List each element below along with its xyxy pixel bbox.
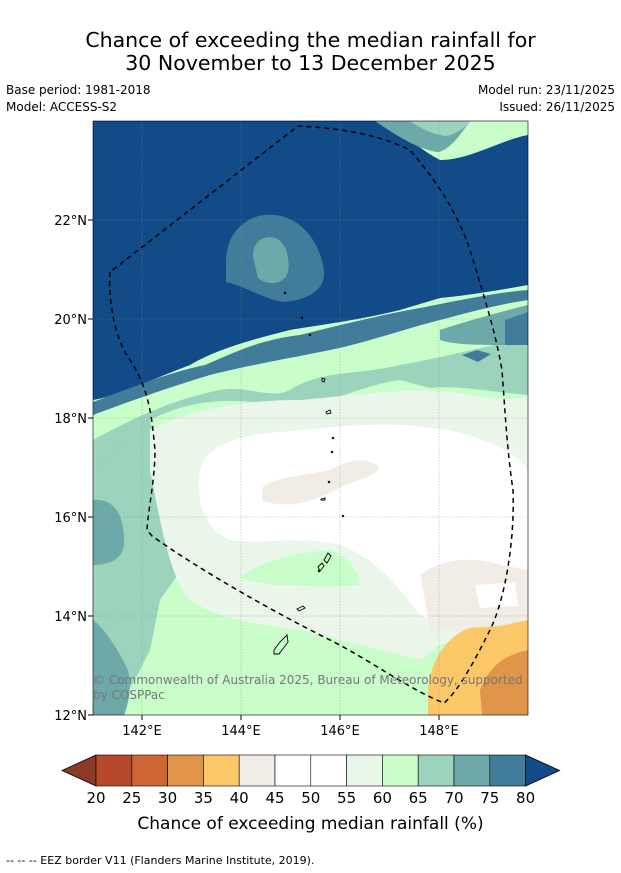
island-tinian <box>317 562 325 572</box>
island-small-6 <box>327 480 331 484</box>
colorbar: 20 25 30 35 40 45 50 55 60 65 70 75 80 <box>61 754 561 807</box>
contour-70-north-cap <box>410 121 470 136</box>
svg-text:© Commonwealth of Australia 20: © Commonwealth of Australia 2025, Bureau… <box>93 673 523 687</box>
colorbar-tick-label: 25 <box>122 789 141 807</box>
island-small-2 <box>300 316 304 320</box>
copyright-notice: © Commonwealth of Australia 2025, Bureau… <box>93 673 523 702</box>
colorbar-swatch <box>310 754 347 787</box>
contour-75-north <box>93 290 528 415</box>
x-tick-label: 144°E <box>221 724 261 739</box>
island-guam <box>273 634 289 655</box>
colorbar-extend-high <box>525 754 561 787</box>
islands <box>273 291 345 655</box>
colorbar-swatch <box>489 754 526 787</box>
x-tick-label: 146°E <box>320 724 360 739</box>
colorbar-tick-label: 20 <box>86 789 105 807</box>
colorbar-tick-label: 75 <box>480 789 499 807</box>
colorbar-swatch <box>274 754 312 787</box>
contour-65-island <box>240 550 360 587</box>
island-rota <box>296 605 306 612</box>
x-tick-label: 142°E <box>122 724 162 739</box>
base-period-label: Base period: 1981-2018 <box>6 83 151 97</box>
colorbar-tick-label: 65 <box>409 789 428 807</box>
colorbar-tick-label: 80 <box>516 789 535 807</box>
colorbar-swatch <box>95 754 133 787</box>
island-anatahan <box>320 497 326 501</box>
island-alamagan <box>325 409 332 415</box>
contour-35-southeast <box>480 650 528 715</box>
island-small-4 <box>331 436 335 440</box>
y-tick-label: 14°N <box>54 610 87 625</box>
gridlines <box>93 121 528 715</box>
map-title-line1: Chance of exceeding the median rainfall … <box>85 28 536 52</box>
eez-border <box>108 125 515 704</box>
colorbar-swatch <box>203 754 240 787</box>
y-tick-label: 12°N <box>54 709 87 724</box>
y-tick-label: 18°N <box>54 412 87 427</box>
colorbar-tick-label: 45 <box>265 789 284 807</box>
issued-label: Issued: 26/11/2025 <box>499 100 615 114</box>
island-small-7 <box>341 514 345 518</box>
contour-75-east-spot <box>462 350 491 362</box>
island-pagan <box>321 377 326 383</box>
contour-70-east-band <box>440 305 528 345</box>
colorbar-tick-label: 55 <box>337 789 356 807</box>
contour-70-blob <box>253 237 289 284</box>
colorbar-swatch <box>346 754 383 787</box>
island-small-5 <box>330 450 334 454</box>
colorbar-tick-label: 35 <box>194 789 213 807</box>
colorbar-extend-low <box>61 754 97 787</box>
colorbar-tick-label: 40 <box>230 789 249 807</box>
colorbar-swatch <box>417 754 455 787</box>
svg-text:by COSPPac: by COSPPac <box>93 688 165 702</box>
x-tick-label: 148°E <box>419 724 459 739</box>
contour-75-west <box>93 620 130 715</box>
contour-75-west-mid <box>93 499 125 565</box>
colorbar-label: Chance of exceeding median rainfall (%) <box>137 814 484 834</box>
contour-45-south <box>420 559 528 640</box>
map-title-line2: 30 November to 13 December 2025 <box>125 51 496 75</box>
contour-45-spot <box>262 460 380 505</box>
y-axis: 22°N 20°N 18°N 16°N 14°N 12°N <box>54 214 93 724</box>
island-saipan <box>323 552 332 564</box>
y-tick-label: 22°N <box>54 214 87 229</box>
eez-legend-note: -- -- -- EEZ border V11 (Flanders Marine… <box>6 854 315 867</box>
colorbar-tick-label: 60 <box>373 789 392 807</box>
colorbar-tick-label: 70 <box>444 789 463 807</box>
model-run-label: Model run: 23/11/2025 <box>477 83 615 97</box>
colorbar-tick-label: 50 <box>301 789 320 807</box>
y-tick-label: 20°N <box>54 313 87 328</box>
colorbar-tick-label: 30 <box>158 789 177 807</box>
island-small-1 <box>283 291 287 295</box>
island-small-3 <box>308 333 312 337</box>
model-label: Model: ACCESS-S2 <box>6 100 118 114</box>
colorbar-swatch <box>382 754 419 787</box>
colorbar-swatch <box>131 754 168 787</box>
colorbar-swatch <box>238 754 276 787</box>
y-tick-label: 16°N <box>54 511 87 526</box>
island-small-8 <box>317 569 321 573</box>
x-axis: 142°E 144°E 146°E 148°E <box>122 715 459 739</box>
contour-50-south <box>475 582 518 608</box>
colorbar-swatch <box>167 754 204 787</box>
contour-70-north <box>93 345 528 470</box>
colorbar-swatch <box>453 754 491 787</box>
